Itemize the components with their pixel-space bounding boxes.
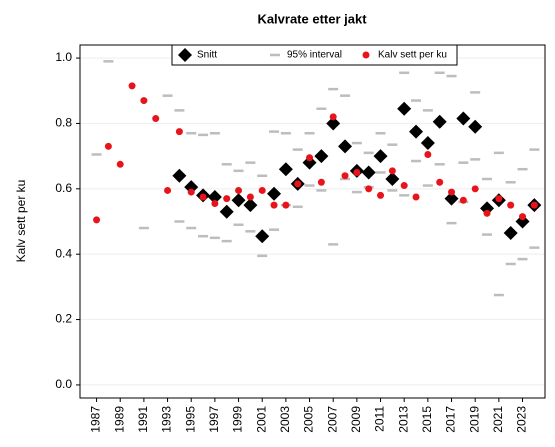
data-point [409,124,424,139]
data-point [515,214,530,229]
y-tick-label: 0.8 [55,116,72,130]
data-point [246,193,254,201]
data-point [140,97,148,105]
data-point [306,154,314,162]
data-point [468,119,483,134]
data-point [255,229,270,244]
data-point [302,155,317,170]
data-point [223,195,231,203]
data-point [243,198,258,213]
data-point [432,114,447,129]
data-point [444,191,459,206]
x-tick-label: 1997 [207,406,221,433]
x-tick-label: 1999 [231,406,245,433]
data-point [483,209,491,217]
data-point [456,111,471,126]
data-point [104,142,112,150]
legend-marker [178,48,192,62]
data-point [503,225,518,240]
data-point [365,185,373,193]
data-point [412,193,420,201]
data-point [314,149,329,164]
x-tick-label: 2013 [396,406,410,433]
data-point [507,201,515,209]
data-point [448,188,456,196]
data-point [199,193,207,201]
data-point [235,186,243,194]
data-point [184,180,199,195]
data-point [397,101,412,116]
x-tick-label: 1987 [89,406,103,433]
data-point [385,172,400,187]
x-tick-label: 1995 [183,406,197,433]
data-point [353,168,361,176]
data-point [326,116,341,131]
chart-title: Kalvrate etter jakt [257,11,367,26]
data-point [495,195,503,203]
x-tick-label: 2009 [349,406,363,433]
x-tick-label: 2007 [325,406,339,433]
data-point [128,82,136,90]
data-point [341,172,349,180]
data-point [373,149,388,164]
x-tick-label: 2023 [515,406,529,433]
x-tick-label: 1991 [136,406,150,433]
x-tick-label: 2003 [278,406,292,433]
data-point [377,191,385,199]
data-point [400,182,408,190]
legend-box [171,44,458,66]
x-tick-label: 2017 [444,406,458,433]
y-axis-label: Kalv sett per ku [14,180,28,263]
data-point [329,113,337,121]
data-point [338,139,353,154]
legend-label: 95% interval [287,50,342,61]
data-point [294,180,302,188]
data-point [187,188,195,196]
data-point [116,160,124,168]
data-point [420,136,435,151]
legend-label: Kalv sett per ku [378,50,447,61]
x-tick-label: 2005 [302,406,316,433]
x-tick-label: 2015 [420,406,434,433]
y-tick-label: 0.0 [55,377,72,391]
legend-marker [362,51,370,59]
x-tick-label: 2019 [467,406,481,433]
data-point [471,185,479,193]
data-point [519,213,527,221]
data-point [282,201,290,209]
data-point [207,189,222,204]
y-tick-label: 0.2 [55,312,72,326]
data-point [361,165,376,180]
data-point [388,167,396,175]
data-point [231,193,246,208]
legend-label: Snitt [197,50,217,61]
x-tick-label: 1989 [112,406,126,433]
x-tick-label: 2011 [373,406,387,432]
data-point [172,168,187,183]
data-point [317,178,325,186]
y-tick-label: 0.6 [55,181,72,195]
y-tick-label: 1.0 [55,50,72,64]
data-point [424,150,432,158]
data-point [219,204,234,219]
data-point [436,178,444,186]
y-tick-label: 0.4 [55,246,72,260]
data-point [267,186,282,201]
data-point [152,115,160,123]
data-point [270,201,278,209]
data-point [258,186,266,194]
data-point [530,201,538,209]
data-point [211,200,219,208]
data-point [480,201,495,216]
x-tick-label: 1993 [160,406,174,433]
data-point [278,162,293,177]
data-point [459,196,467,204]
x-tick-label: 2001 [254,406,268,433]
data-point [175,128,183,136]
x-tick-label: 2021 [491,406,505,433]
data-point [93,216,101,224]
data-point [164,186,172,194]
